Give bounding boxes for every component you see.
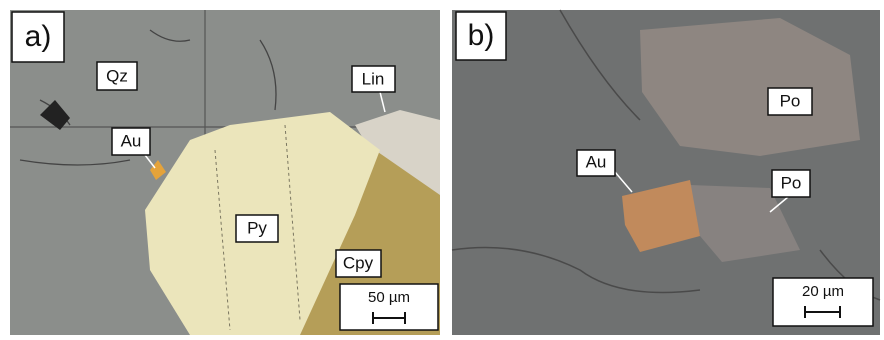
annotation: Cpy [343, 253, 374, 272]
annotation: Po [780, 91, 801, 110]
scale-bar-label: 20 µm [802, 283, 844, 300]
annotation: Qz [106, 66, 128, 85]
annotation: Au [121, 131, 142, 150]
panel-label: a) [25, 20, 52, 53]
annotation: Lin [362, 69, 385, 88]
annotation: Py [247, 218, 267, 237]
panel-b: b) Po Au Po 20 µm [452, 10, 880, 335]
panel-a: a) Qz Lin Au Py Cpy 50 µm [10, 10, 440, 335]
figure: a) Qz Lin Au Py Cpy 50 µm b) Po Au Po 20 [0, 0, 884, 340]
scale-bar-label: 50 µm [368, 289, 410, 306]
annotation: Po [781, 173, 802, 192]
panel-label: b) [468, 19, 495, 52]
annotation: Au [586, 152, 607, 171]
